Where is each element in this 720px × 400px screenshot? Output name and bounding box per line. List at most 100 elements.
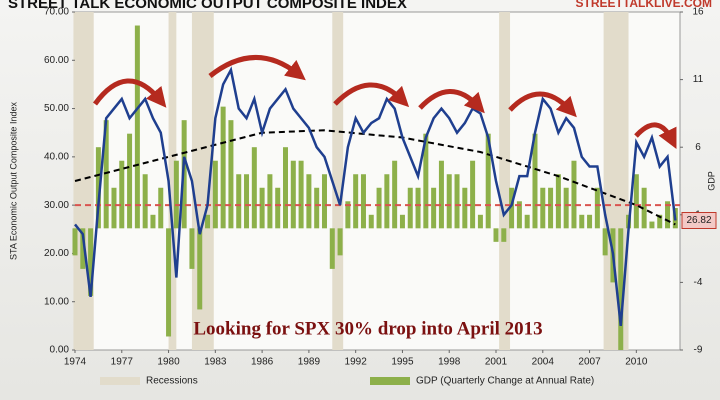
gdp-bar — [665, 201, 671, 229]
gdp-bar — [563, 187, 569, 229]
y2-tick-label: 6 — [695, 142, 701, 153]
gdp-bar — [166, 228, 172, 337]
gdp-bar — [423, 133, 429, 229]
gdp-bar — [431, 187, 437, 229]
x-tick-label: 1974 — [64, 357, 87, 368]
gdp-bar — [72, 228, 78, 256]
gdp-bar — [376, 187, 382, 229]
x-tick-label: 2010 — [625, 357, 648, 368]
gdp-bar — [337, 228, 343, 256]
gdp-bar — [103, 120, 109, 229]
gdp-bar — [88, 228, 94, 296]
chart-title: STREET TALK ECONOMIC OUTPUT COMPOSITE IN… — [8, 0, 407, 12]
gdp-bar — [111, 187, 117, 229]
recession-band — [499, 12, 511, 350]
composite-line — [74, 66, 677, 326]
legend-swatch — [100, 377, 140, 385]
gdp-bar — [649, 221, 655, 229]
gdp-bar — [283, 147, 289, 229]
gdp-bar — [516, 201, 522, 229]
x-tick-label: 1980 — [157, 357, 180, 368]
gdp-bar — [641, 187, 647, 229]
gdp-bar — [501, 228, 507, 242]
gdp-bar — [477, 214, 483, 229]
legend-swatch — [370, 377, 410, 385]
gdp-bar — [353, 174, 359, 229]
y-tick-label: 10.00 — [44, 296, 69, 307]
gdp-bar — [259, 187, 265, 229]
gdp-bar — [462, 187, 468, 229]
gdp-bar — [205, 214, 211, 229]
plot-area — [74, 11, 681, 351]
y-tick-label: 20.00 — [44, 248, 69, 259]
gdp-bar — [134, 25, 140, 229]
gdp-bar — [119, 160, 125, 229]
gdp-bar — [540, 187, 546, 229]
gdp-bar — [454, 174, 460, 229]
gdp-bar — [618, 228, 624, 350]
gdp-bar — [212, 160, 218, 229]
gdp-bar — [173, 160, 179, 229]
legend-label: GDP (Quarterly Change at Annual Rate) — [416, 376, 594, 387]
y-tick-label: 70.00 — [44, 7, 69, 18]
gdp-bar — [290, 160, 296, 229]
gdp-bar — [571, 160, 577, 229]
value-label-box — [681, 211, 717, 229]
gdp-bar — [384, 174, 390, 229]
x-tick-label: 1986 — [251, 357, 274, 368]
y2-axis-label: GDP — [706, 171, 716, 191]
gdp-bar — [251, 147, 257, 229]
gdp-bar — [392, 160, 398, 229]
x-tick-label: 2001 — [485, 357, 508, 368]
gdp-bar — [657, 214, 663, 229]
gdp-bar — [244, 174, 250, 229]
x-tick-label: 1992 — [345, 357, 368, 368]
gdp-bar — [236, 174, 242, 229]
gdp-bar — [158, 187, 164, 229]
gdp-bar — [314, 187, 320, 229]
gdp-bar — [407, 187, 413, 229]
gdp-bar — [438, 160, 444, 229]
gdp-bar — [127, 133, 133, 229]
gdp-bar — [220, 106, 226, 229]
gdp-bar — [509, 187, 515, 229]
y-tick-label: 50.00 — [44, 103, 69, 114]
y-tick-label: 0.00 — [50, 345, 70, 356]
gdp-bar — [345, 201, 351, 229]
gdp-bar — [548, 187, 554, 229]
arrows — [92, 55, 677, 149]
value-label: 26.82 — [686, 215, 711, 226]
x-tick-label: 2007 — [578, 357, 601, 368]
gdp-bar — [360, 174, 366, 229]
y2-tick-label: 11 — [693, 74, 704, 85]
y2-tick-label: 16 — [692, 7, 704, 18]
y-axis-label: STA Economic Output Composite Index — [8, 102, 18, 260]
y-tick-label: 40.00 — [44, 151, 69, 162]
gdp-bar — [321, 174, 327, 229]
x-tick-label: 1995 — [391, 357, 414, 368]
y2-tick-label: -4 — [694, 277, 703, 288]
recession-band — [603, 12, 629, 350]
gdp-bar — [594, 187, 600, 229]
gdp-bar — [579, 214, 585, 229]
x-tick-label: 1977 — [111, 357, 134, 368]
gdp-bar — [275, 187, 281, 229]
gdp-bar — [189, 228, 195, 269]
gdp-bar — [368, 214, 374, 229]
legend-label: Recessions — [146, 376, 198, 387]
recession-band — [168, 12, 177, 350]
gdp-bar — [95, 147, 101, 229]
source: STREETTALKLIVE.COM — [576, 0, 712, 10]
gdp-bar — [267, 174, 273, 229]
recession-band — [332, 12, 344, 350]
gdp-bar — [399, 214, 405, 229]
y-tick-label: 60.00 — [44, 55, 69, 66]
gdp-bar — [142, 174, 148, 229]
gdp-bar — [415, 187, 421, 229]
annotation: Looking for SPX 30% drop into April 2013 — [193, 318, 542, 339]
gdp-bar — [532, 133, 538, 229]
y2-tick-label: -9 — [694, 345, 703, 356]
gdp-bar — [485, 133, 491, 229]
x-tick-label: 1983 — [204, 357, 227, 368]
